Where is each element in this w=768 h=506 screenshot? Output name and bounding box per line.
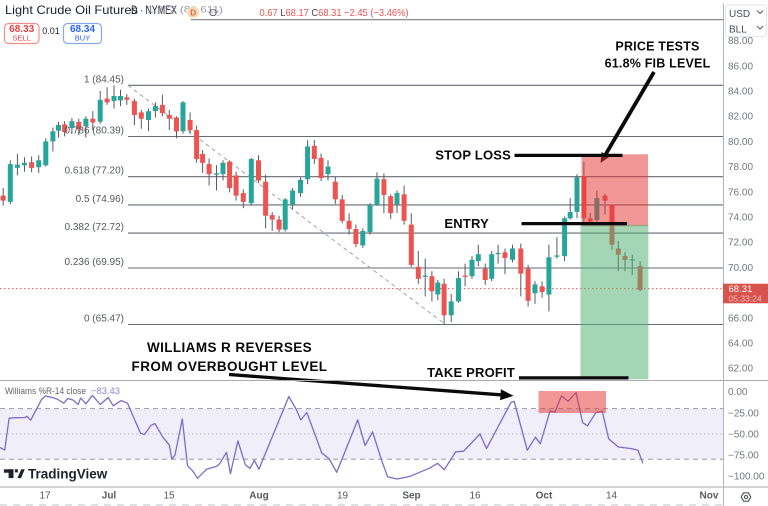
svg-text:Light Crude Oil Futures: Light Crude Oil Futures: [5, 3, 138, 17]
svg-text:SELL: SELL: [13, 34, 31, 43]
svg-text:USD: USD: [729, 9, 750, 20]
svg-text:05:33:24: 05:33:24: [729, 293, 762, 303]
svg-text:FROM OVERBOUGHT LEVEL: FROM OVERBOUGHT LEVEL: [132, 359, 328, 374]
svg-text:PRICE TESTS: PRICE TESTS: [615, 40, 699, 54]
svg-text:Aug: Aug: [249, 491, 268, 502]
svg-text:78.00: 78.00: [728, 162, 753, 173]
svg-text:17: 17: [39, 491, 51, 502]
svg-text:Nov: Nov: [700, 491, 719, 502]
svg-text:0.618 (77.20): 0.618 (77.20): [65, 166, 125, 177]
svg-text:0.236 (69.95): 0.236 (69.95): [65, 257, 125, 268]
svg-text:86.00: 86.00: [728, 61, 753, 72]
svg-text:0.01: 0.01: [42, 26, 60, 36]
svg-text:84.00: 84.00: [728, 87, 753, 98]
svg-text:74.00: 74.00: [728, 213, 753, 224]
svg-text:14: 14: [606, 491, 618, 502]
svg-text:−50.00: −50.00: [728, 429, 759, 440]
svg-text:Oct: Oct: [536, 491, 553, 502]
svg-text:0 (65.47): 0 (65.47): [84, 314, 124, 325]
svg-text:Sep: Sep: [402, 491, 420, 502]
svg-text:0.67 L68.17 C68.31 −2.45 (−3.4: 0.67 L68.17 C68.31 −2.45 (−3.46%): [260, 8, 409, 19]
svg-text:TradingView: TradingView: [28, 466, 108, 481]
svg-text:O: O: [209, 7, 217, 19]
svg-text:ENTRY: ENTRY: [444, 216, 489, 231]
svg-text:−75.00: −75.00: [728, 451, 759, 462]
svg-text:62.00: 62.00: [728, 364, 753, 375]
svg-text:68.31: 68.31: [729, 284, 753, 295]
svg-text:−100.00: −100.00: [728, 472, 765, 483]
svg-text:−25.00: −25.00: [728, 408, 759, 419]
svg-text:D · NYMEX: D · NYMEX: [131, 3, 177, 17]
svg-text:0.00: 0.00: [728, 387, 748, 398]
svg-text:15: 15: [163, 491, 175, 502]
svg-text:70.00: 70.00: [728, 263, 753, 274]
svg-text:72.00: 72.00: [728, 238, 753, 249]
svg-text:19: 19: [337, 491, 349, 502]
svg-text:16: 16: [469, 491, 481, 502]
svg-text:BLL: BLL: [729, 25, 747, 36]
svg-text:BUY: BUY: [75, 34, 90, 43]
svg-text:76.00: 76.00: [728, 187, 753, 198]
svg-text:TAKE PROFIT: TAKE PROFIT: [427, 365, 515, 380]
svg-text:1 (84.45): 1 (84.45): [84, 74, 124, 85]
svg-text:STOP LOSS: STOP LOSS: [435, 148, 511, 163]
svg-text:68.33: 68.33: [9, 24, 34, 35]
svg-text:D: D: [190, 7, 196, 17]
svg-text:Jul: Jul: [102, 491, 117, 502]
svg-text:80.00: 80.00: [728, 137, 753, 148]
svg-text:−83.43: −83.43: [91, 386, 120, 397]
svg-text:0.786 (80.39): 0.786 (80.39): [65, 126, 125, 137]
svg-text:WILLIAMS R REVERSES: WILLIAMS R REVERSES: [147, 340, 312, 355]
svg-text:68.34: 68.34: [70, 24, 95, 35]
svg-text:Williams %R-14 close: Williams %R-14 close: [5, 386, 86, 397]
svg-text:88.00: 88.00: [728, 36, 753, 47]
svg-text:61.8% FIB LEVEL: 61.8% FIB LEVEL: [605, 57, 711, 71]
svg-text:64.00: 64.00: [728, 339, 753, 350]
svg-text:0.5 (74.96): 0.5 (74.96): [76, 194, 124, 205]
svg-text:1.272 (89.611): 1.272 (89.611): [147, 5, 223, 16]
svg-text::: :: [217, 7, 220, 19]
svg-text:66.00: 66.00: [728, 313, 753, 324]
svg-text:82.00: 82.00: [728, 112, 753, 123]
svg-text:0.382 (72.72): 0.382 (72.72): [65, 222, 125, 233]
